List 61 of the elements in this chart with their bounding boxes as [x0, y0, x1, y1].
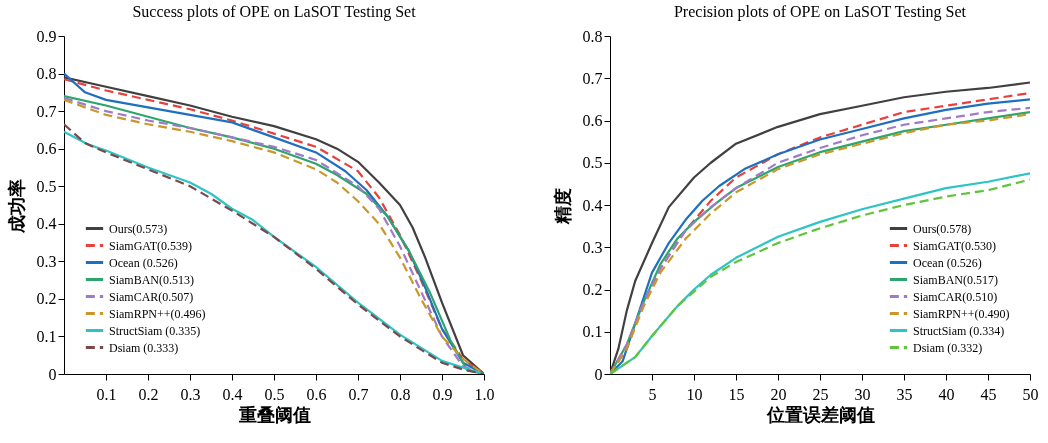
x-tick-label: 0.3 — [180, 385, 201, 403]
legend-label: SiamGAT(0.530) — [913, 238, 996, 253]
legend-label: Ocean (0.526) — [913, 255, 982, 270]
y-tick-label: 0.7 — [36, 102, 57, 120]
y-tick-label: 0.5 — [36, 177, 57, 195]
y-tick-label: 0.4 — [36, 215, 57, 233]
y-tick-label: 0.4 — [582, 196, 603, 214]
legend-label: SiamRPN++(0.490) — [913, 306, 1010, 321]
x-axis-title: 位置误差阈值 — [765, 404, 875, 425]
x-tick-label: 1.0 — [474, 385, 495, 403]
x-tick-label: 40 — [938, 385, 955, 403]
y-tick-label: 0.2 — [36, 290, 57, 308]
x-tick-label: 45 — [980, 385, 997, 403]
legend-label: Ocean (0.526) — [109, 255, 178, 270]
x-tick-label: 20 — [770, 385, 787, 403]
legend-label: Ours(0.573) — [109, 221, 168, 236]
x-tick-label: 0.1 — [96, 385, 117, 403]
y-tick-label: 0.1 — [36, 327, 57, 345]
chart-title: Precision plots of OPE on LaSOT Testing Set — [673, 3, 967, 21]
legend-label: Dsiam (0.333) — [109, 340, 179, 355]
legend-label: Dsiam (0.332) — [913, 340, 983, 355]
chart-title: Success plots of OPE on LaSOT Testing Set — [132, 3, 417, 21]
y-tick-label: 0.7 — [582, 69, 603, 87]
y-tick-label: 0.8 — [582, 27, 603, 45]
x-tick-label: 0.8 — [390, 385, 411, 403]
y-tick-label: 0.3 — [36, 252, 57, 270]
y-tick-label: 0.8 — [36, 65, 57, 83]
x-tick-label: 10 — [686, 385, 703, 403]
x-tick-label: 0.6 — [306, 385, 327, 403]
y-axis-title: 成功率 — [6, 178, 27, 234]
legend-label: SiamCAR(0.507) — [109, 289, 194, 304]
y-tick-label: 0 — [594, 365, 603, 383]
x-tick-label: 0.7 — [348, 385, 369, 403]
legend-label: SiamRPN++(0.496) — [109, 306, 206, 321]
legend-label: StructSiam (0.335) — [109, 323, 201, 338]
y-tick-label: 0.6 — [582, 112, 603, 129]
x-tick-label: 30 — [854, 385, 871, 403]
legend-label: StructSiam (0.334) — [913, 323, 1005, 338]
x-tick-label: 5 — [648, 385, 657, 403]
legend-label: SiamBAN(0.513) — [109, 272, 194, 287]
x-tick-label: 0.2 — [138, 385, 159, 403]
legend-label: SiamGAT(0.539) — [109, 238, 192, 253]
x-tick-label: 0.9 — [432, 385, 453, 403]
y-tick-label: 0.9 — [36, 27, 57, 45]
x-tick-label: 35 — [896, 385, 913, 403]
legend-label: Ours(0.578) — [913, 221, 972, 236]
x-tick-label: 50 — [1022, 385, 1039, 403]
x-tick-label: 0.5 — [264, 385, 285, 403]
y-tick-label: 0.3 — [582, 238, 603, 256]
x-tick-label: 25 — [812, 385, 829, 403]
x-tick-label: 15 — [728, 385, 745, 403]
x-axis-title: 重叠阈值 — [237, 404, 311, 425]
legend-label: SiamBAN(0.517) — [913, 272, 998, 287]
legend-label: SiamCAR(0.510) — [913, 289, 998, 304]
y-tick-label: 0 — [48, 365, 57, 383]
y-tick-label: 0.6 — [36, 140, 57, 158]
y-tick-label: 0.2 — [582, 281, 603, 298]
y-tick-label: 0.5 — [582, 154, 603, 172]
y-tick-label: 0.1 — [582, 323, 603, 341]
x-tick-label: 0.4 — [222, 385, 243, 403]
y-axis-title: 精度 — [552, 187, 573, 225]
